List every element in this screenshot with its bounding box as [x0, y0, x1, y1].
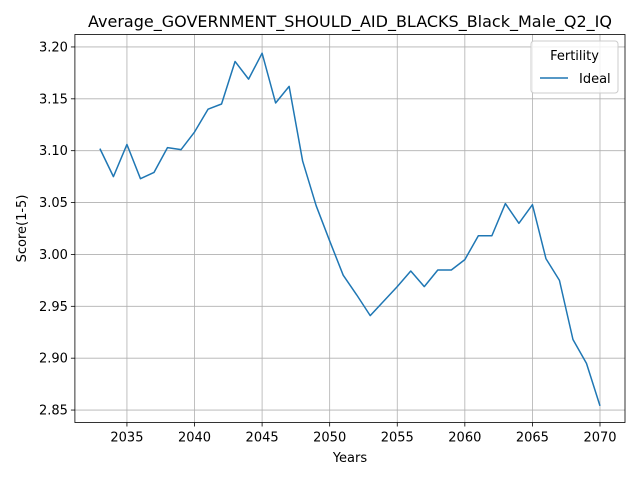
chart-title: Average_GOVERNMENT_SHOULD_AID_BLACKS_Bla… [88, 12, 612, 32]
plot-frame [74, 34, 626, 423]
x-tick-label: 2035 [110, 431, 143, 446]
series-line-ideal [99, 52, 601, 407]
legend-box [530, 40, 619, 94]
grid-layer [74, 34, 625, 423]
y-tick-label: 3.05 [39, 196, 68, 211]
x-tick-label: 2040 [178, 431, 211, 446]
legend: Fertility Ideal [530, 40, 619, 94]
x-axis-label: Years [332, 451, 368, 466]
axes-layer: 2035 2040 2045 2050 2055 2060 2065 2070 2.85 2.90… [39, 40, 617, 445]
series-layer [99, 52, 601, 407]
y-tick-label: 3.15 [39, 92, 68, 107]
x-tick-label: 2045 [246, 431, 279, 446]
legend-title: Fertility [550, 49, 599, 64]
y-tick-label: 2.90 [39, 352, 68, 367]
legend-label-ideal: Ideal [579, 72, 611, 87]
y-axis-label: Score(1-5) [15, 195, 30, 263]
x-tick-label: 2050 [313, 431, 346, 446]
y-tick-label: 3.20 [39, 40, 68, 55]
y-tick-label: 3.10 [39, 144, 68, 159]
x-tick-label: 2060 [448, 431, 481, 446]
y-tick-label: 3.00 [39, 248, 68, 263]
x-tick-label: 2065 [516, 431, 549, 446]
x-tick-label: 2055 [381, 431, 414, 446]
x-tick-label: 2070 [583, 431, 616, 446]
y-tick-label: 2.95 [39, 300, 68, 315]
y-tick-label: 2.85 [39, 404, 68, 419]
